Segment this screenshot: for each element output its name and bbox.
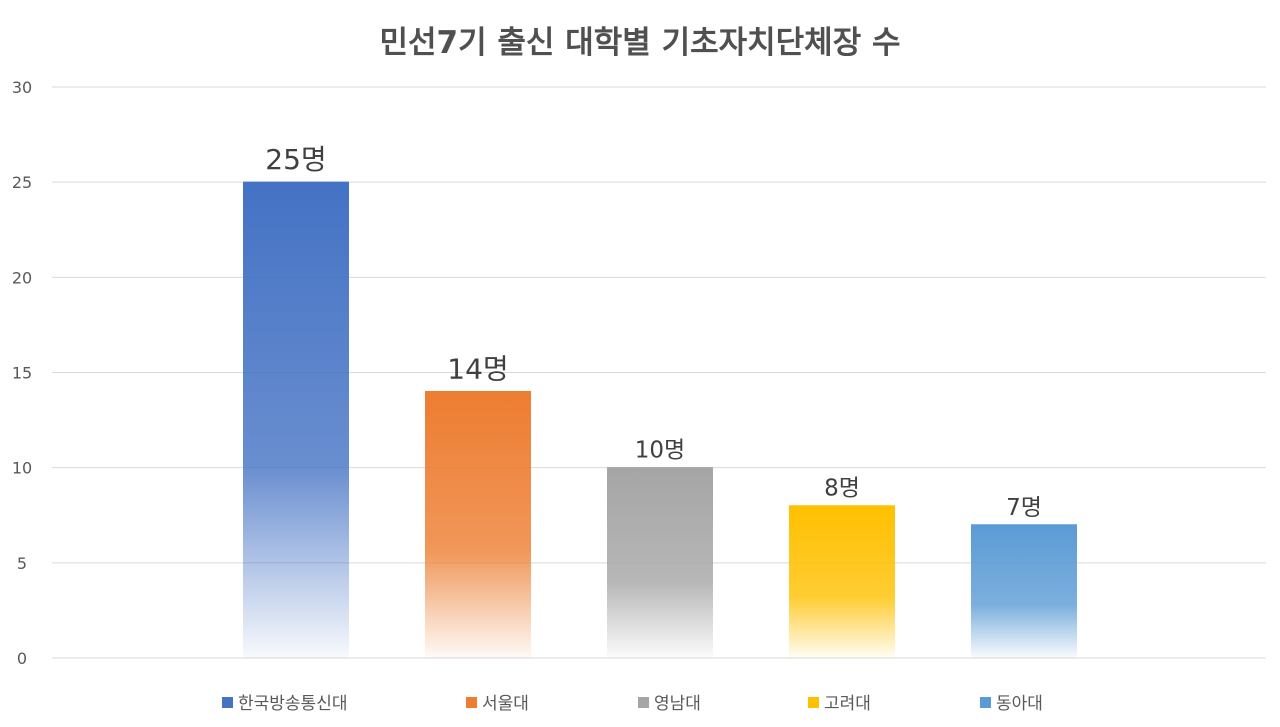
bar bbox=[789, 505, 895, 658]
data-label: 25명 bbox=[265, 143, 326, 176]
legend: 한국방송통신대 서울대 영남대 고려대 동아대 bbox=[222, 694, 1043, 714]
bar bbox=[425, 391, 531, 658]
data-label: 10명 bbox=[635, 438, 685, 464]
legend-label: 고려대 bbox=[824, 694, 871, 714]
y-tick-label: 5 bbox=[17, 554, 27, 573]
y-tick-label: 10 bbox=[12, 459, 32, 478]
bar bbox=[971, 524, 1077, 658]
y-tick-label: 25 bbox=[12, 173, 32, 192]
bar bbox=[243, 182, 349, 658]
y-axis-ticks: 0 5 10 15 20 25 30 bbox=[12, 78, 32, 668]
data-label: 8명 bbox=[824, 476, 860, 502]
data-label: 7명 bbox=[1006, 495, 1042, 521]
legend-swatch bbox=[466, 697, 477, 708]
legend-swatch bbox=[980, 697, 991, 708]
legend-label: 영남대 bbox=[654, 694, 701, 714]
data-labels: 25명 14명 10명 8명 7명 bbox=[265, 143, 1042, 521]
y-tick-label: 15 bbox=[12, 364, 32, 383]
y-tick-label: 0 bbox=[17, 649, 27, 668]
legend-swatch bbox=[222, 697, 233, 708]
y-tick-label: 30 bbox=[12, 78, 32, 97]
bar bbox=[607, 467, 713, 658]
chart-title: 민선7기 출신 대학별 기초자치단체장 수 bbox=[379, 25, 900, 61]
legend-label: 한국방송통신대 bbox=[238, 694, 347, 714]
data-label: 14명 bbox=[447, 353, 508, 386]
bars bbox=[243, 181, 1077, 658]
legend-label: 서울대 bbox=[482, 694, 529, 714]
y-tick-label: 20 bbox=[12, 268, 32, 287]
legend-swatch bbox=[808, 697, 819, 708]
legend-label: 동아대 bbox=[996, 694, 1043, 714]
legend-swatch bbox=[638, 697, 649, 708]
